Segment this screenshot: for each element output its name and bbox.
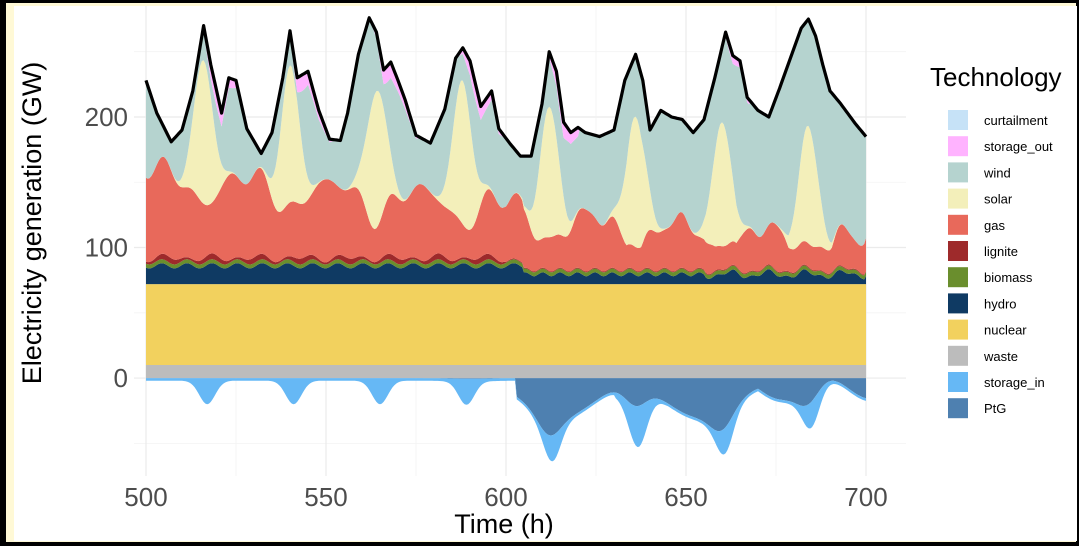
legend-swatch-lignite — [948, 241, 968, 261]
stacked-areas — [146, 17, 866, 462]
legend-label-storage-in: storage_in — [984, 375, 1045, 390]
generation-chart: 0 100 200 500 550 600 650 700 Time (h) Electric… — [17, 6, 1062, 539]
legend-swatch-storage-out — [948, 136, 968, 157]
legend-label-wind: wind — [983, 165, 1011, 180]
area-PtG — [146, 378, 866, 436]
legend-title: Technology — [930, 62, 1062, 92]
area-nuclear — [146, 284, 866, 365]
legend-swatch-storage-in — [948, 372, 968, 392]
legend-swatch-nuclear — [948, 319, 968, 340]
y-axis-title: Electricity generation (GW) — [17, 62, 47, 385]
legend-label-nuclear: nuclear — [984, 323, 1027, 338]
x-tick-label: 550 — [304, 482, 347, 512]
total-generation-line — [144, 16, 868, 158]
legend-label-waste: waste — [983, 349, 1018, 364]
legend-label-lignite: lignite — [984, 244, 1018, 259]
legend-swatch-biomass — [948, 267, 968, 288]
area-wind — [146, 18, 866, 246]
x-tick-label: 650 — [664, 482, 707, 512]
axis-ticks: 0 100 200 500 550 600 650 700 — [85, 102, 888, 512]
area-hydro — [146, 263, 866, 285]
legend-swatch-hydro — [948, 293, 968, 314]
legend-swatch-PtG — [948, 398, 968, 419]
x-tick-label: 600 — [484, 482, 527, 512]
legend-label-curtailment: curtailment — [984, 113, 1048, 128]
area-waste — [146, 365, 866, 379]
y-tick-label: 200 — [85, 102, 128, 132]
x-tick-label: 500 — [124, 482, 167, 512]
area-solar — [146, 60, 866, 251]
total-generation-line-path — [144, 16, 868, 158]
area-gas — [146, 156, 866, 275]
legend-label-hydro: hydro — [984, 296, 1017, 311]
x-tick-label: 700 — [844, 482, 887, 512]
plot-panel: 0 100 200 500 550 600 650 700 Time (h) Electric… — [14, 6, 1077, 541]
legend-swatch-wind — [948, 162, 968, 183]
area-biomass — [146, 259, 866, 280]
legend-label-biomass: biomass — [984, 270, 1033, 285]
legend-label-storage-out: storage_out — [984, 139, 1053, 154]
legend-label-PtG: PtG — [984, 401, 1006, 416]
y-tick-label: 100 — [85, 233, 128, 263]
legend-label-gas: gas — [984, 218, 1005, 233]
legend-swatch-curtailment — [948, 110, 968, 130]
legend-swatch-waste — [948, 345, 968, 366]
y-tick-label: 0 — [114, 363, 128, 393]
legend-label-solar: solar — [984, 192, 1013, 207]
legend-swatch-solar — [948, 188, 968, 209]
area-lignite — [146, 253, 866, 276]
area-storage-in — [146, 378, 866, 462]
x-axis-title: Time (h) — [454, 509, 554, 539]
legend-swatch-gas — [948, 214, 968, 235]
